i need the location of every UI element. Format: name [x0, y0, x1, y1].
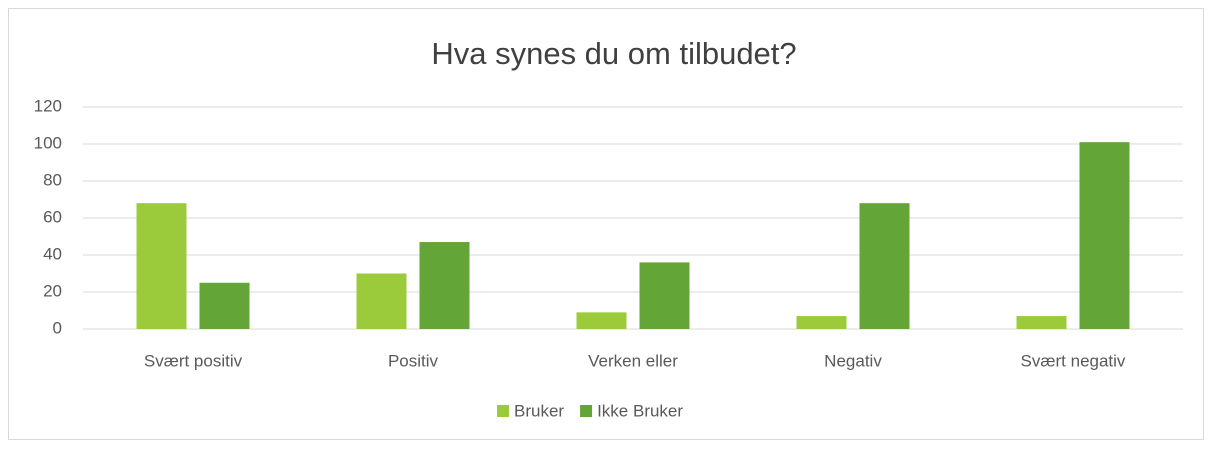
x-tick-label: Negativ	[824, 351, 882, 370]
y-tick-label: 0	[53, 318, 62, 337]
legend-label: Bruker	[514, 401, 564, 420]
y-tick-label: 20	[43, 281, 62, 300]
legend-label: Ikke Bruker	[597, 401, 683, 420]
bar	[859, 203, 910, 329]
y-tick-label: 40	[43, 244, 62, 263]
y-tick-label: 120	[34, 96, 62, 115]
y-tick-label: 60	[43, 207, 62, 226]
bar	[576, 312, 627, 329]
bar	[796, 316, 847, 329]
bar	[136, 203, 187, 329]
y-tick-label: 80	[43, 170, 62, 189]
x-tick-label: Positiv	[388, 351, 439, 370]
bar	[1079, 142, 1130, 329]
chart-frame	[8, 8, 1204, 440]
x-tick-label: Svært negativ	[1021, 351, 1126, 370]
y-tick-label: 100	[34, 133, 62, 152]
bar	[199, 282, 250, 329]
chart-title: Hva synes du om tilbudet?	[431, 36, 796, 71]
x-tick-label: Svært positiv	[144, 351, 243, 370]
x-tick-label: Verken eller	[588, 351, 678, 370]
bar	[1016, 316, 1067, 329]
bar	[419, 242, 470, 329]
legend-swatch	[497, 405, 509, 417]
bar	[639, 262, 690, 329]
legend-swatch	[580, 405, 593, 417]
bar	[356, 273, 407, 329]
